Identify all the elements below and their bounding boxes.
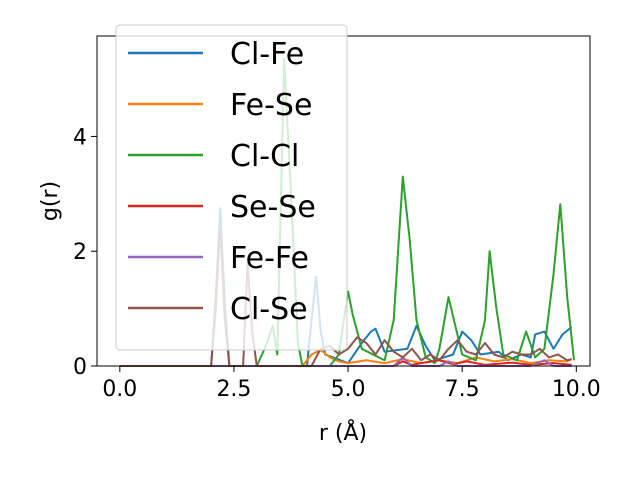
y-tick-label: 0 <box>73 355 87 380</box>
series-line-fe-se <box>119 348 573 367</box>
x-axis-label: r (Å) <box>319 419 367 446</box>
legend-box <box>115 24 348 351</box>
legend: Cl-Fe Fe-Se Cl-Cl Se-Se Fe-Fe Cl-Se <box>115 24 348 351</box>
x-tick-label: 5.0 <box>331 377 366 402</box>
legend-entry-label: Cl-Fe <box>230 37 304 72</box>
y-tick-label: 4 <box>73 125 87 150</box>
x-tick-label: 7.5 <box>445 377 480 402</box>
legend-entry-label: Fe-Fe <box>230 241 309 276</box>
legend-entry-label: Cl-Cl <box>230 139 299 174</box>
legend-entry-label: Fe-Se <box>230 88 312 123</box>
ticks-layer: 0.0 2.5 5.0 7.5 10.0 0 2 4 <box>73 125 601 402</box>
y-axis-label: g(r) <box>38 181 63 221</box>
x-tick-label: 0.0 <box>102 377 137 402</box>
legend-entry-label: Cl-Se <box>230 292 308 327</box>
legend-entry-label: Se-Se <box>230 190 316 225</box>
y-tick-label: 2 <box>73 240 87 265</box>
x-tick-label: 10.0 <box>552 377 601 402</box>
x-tick-label: 2.5 <box>216 377 251 402</box>
